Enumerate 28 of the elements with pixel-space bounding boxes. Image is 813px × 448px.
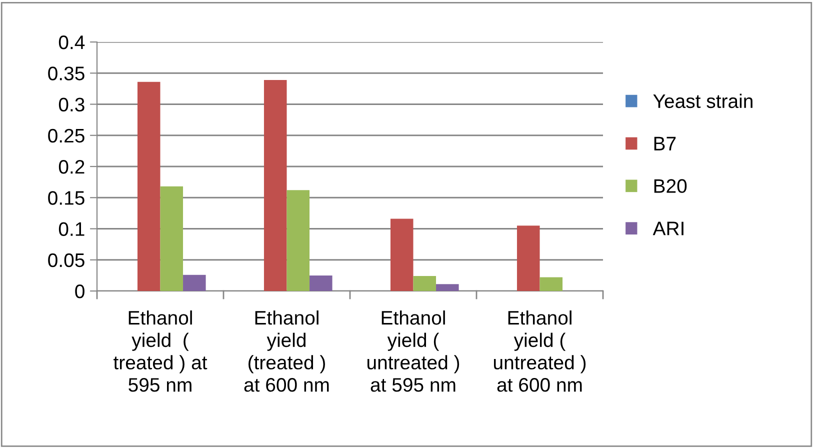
- bar: [160, 186, 184, 291]
- x-tick-label: Ethanol yield ( untreated ) at 600 nm: [494, 310, 586, 392]
- y-tick-label: 0.25: [48, 128, 84, 143]
- y-tick-label: 0.3: [58, 98, 84, 112]
- x-tick-label: Ethanol yield (treated ) at 600 nm: [244, 310, 329, 392]
- bar: [540, 277, 563, 291]
- x-tick-label: Ethanol yield ( untreated ) at 595 nm: [368, 310, 460, 392]
- y-tick-label: 0.2: [58, 160, 84, 174]
- x-tick-label: Ethanol yield ( treated ) at 595 nm: [114, 310, 208, 392]
- bar: [264, 80, 287, 291]
- y-tick-label: 0.4: [58, 35, 85, 50]
- bar: [436, 284, 459, 291]
- bar: [516, 226, 540, 291]
- legend-label: ARI: [652, 222, 684, 236]
- bar: [390, 218, 414, 291]
- y-tick-label: 0.1: [58, 222, 84, 236]
- bar: [137, 82, 160, 291]
- bar: [413, 276, 436, 291]
- y-tick-label: 0.05: [48, 253, 84, 268]
- legend-label: B20: [654, 179, 687, 193]
- y-tick-label: 0.15: [48, 191, 84, 205]
- legend-label: Yeast strain: [653, 94, 752, 108]
- legend-label: B7: [654, 136, 676, 150]
- bar: [286, 190, 310, 291]
- bar: [183, 274, 206, 291]
- y-tick-label: 0: [75, 284, 84, 298]
- y-tick-label: 0.35: [48, 66, 84, 80]
- bar: [310, 275, 332, 291]
